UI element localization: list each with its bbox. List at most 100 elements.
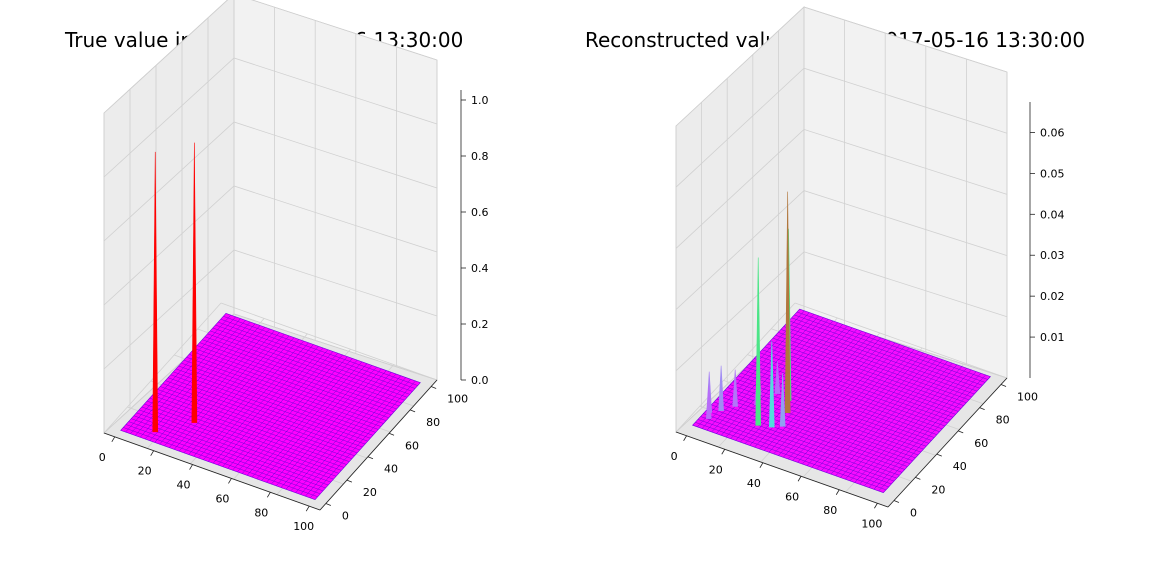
- x-tick: [874, 503, 878, 509]
- z-tick-label: 0.03: [1040, 249, 1065, 262]
- surface-mesh: [194, 348, 389, 418]
- surface-mesh: [199, 342, 395, 413]
- surface-mesh: [246, 358, 353, 476]
- surface-mesh: [778, 332, 970, 401]
- surface-mesh: [873, 373, 982, 490]
- surface-mesh: [222, 349, 329, 467]
- back-pane-right: [233, 0, 438, 381]
- y-tick: [893, 500, 900, 503]
- z-tick-label: 0.05: [1040, 167, 1065, 180]
- surface-mesh: [173, 371, 368, 442]
- surface-mesh: [215, 324, 410, 395]
- y-tick-label: 40: [384, 463, 398, 476]
- y-tick: [325, 503, 331, 506]
- y-tick-label: 80: [426, 416, 440, 429]
- x-tick-label: 20: [709, 463, 723, 476]
- surface-mesh: [806, 349, 915, 466]
- x-tick-label: 0: [99, 451, 106, 464]
- surface-mesh: [285, 372, 392, 490]
- surface-mesh: [204, 336, 400, 407]
- y-axis-line: [887, 377, 1008, 508]
- y-tick-label: 100: [1017, 390, 1038, 403]
- surface-peak: [191, 142, 198, 423]
- x-tick: [150, 450, 155, 456]
- x-tick: [111, 436, 116, 443]
- grid-line: [675, 302, 796, 433]
- surface-mesh: [811, 351, 920, 468]
- surface-mesh: [780, 329, 972, 398]
- surface-mesh: [290, 373, 397, 492]
- surface-mesh: [797, 346, 905, 463]
- surface-mesh: [772, 337, 964, 406]
- grid-line: [220, 302, 438, 381]
- y-tick-label: 20: [931, 483, 945, 496]
- surface-mesh: [835, 359, 943, 477]
- surface-peak: [755, 257, 762, 426]
- surface-mesh: [217, 321, 413, 392]
- y-tick: [979, 407, 985, 411]
- x-tick: [305, 505, 310, 512]
- x-axis-line: [675, 431, 889, 508]
- surface-mesh: [748, 364, 940, 432]
- surface-mesh: [788, 320, 980, 389]
- y-tick: [958, 430, 964, 434]
- y-tick-label: 100: [447, 393, 468, 406]
- z-tick-label: 0.02: [1040, 290, 1065, 303]
- z-tick-label: 0.2: [471, 318, 489, 331]
- surface-mesh: [191, 351, 387, 421]
- surface-mesh: [183, 359, 379, 430]
- y-tick: [346, 479, 353, 483]
- surface-mesh: [791, 317, 983, 386]
- surface-mesh: [181, 362, 376, 433]
- surface-mesh: [830, 357, 939, 475]
- y-tick: [1000, 384, 1007, 387]
- x-tick-label: 100: [861, 517, 882, 530]
- surface-mesh: [241, 356, 348, 474]
- surface-mesh: [271, 366, 377, 485]
- surface-mesh: [794, 314, 986, 383]
- x-tick: [228, 478, 232, 484]
- y-tick: [431, 386, 437, 389]
- surface-mesh: [849, 364, 958, 482]
- x-axis-line: [103, 432, 321, 511]
- surface-mesh: [825, 356, 934, 473]
- y-tick-label: 40: [953, 460, 967, 473]
- y-tick: [367, 456, 374, 460]
- z-tick-label: 0.6: [471, 206, 489, 219]
- x-tick-label: 40: [747, 477, 761, 490]
- grid-line: [103, 302, 222, 434]
- surface-mesh: [186, 356, 381, 427]
- z-tick-label: 0.04: [1040, 208, 1065, 221]
- surface-mesh: [775, 334, 967, 403]
- surface-peak: [732, 369, 739, 407]
- surface-mesh: [751, 361, 943, 430]
- surface-mesh: [310, 380, 416, 499]
- surface-mesh: [783, 326, 975, 395]
- surface-mesh: [796, 311, 988, 380]
- surface-mesh: [212, 327, 408, 398]
- x-tick-label: 60: [785, 490, 799, 503]
- x-tick: [797, 476, 802, 482]
- surface-mesh: [845, 362, 953, 480]
- surface-mesh: [305, 379, 411, 497]
- y-tick-label: 60: [405, 439, 419, 452]
- surface-peak: [705, 385, 712, 419]
- surface-mesh: [802, 347, 910, 465]
- surface-mesh: [767, 343, 959, 412]
- x-tick-label: 80: [823, 504, 837, 517]
- grid-line: [103, 0, 438, 114]
- y-tick-label: 0: [342, 510, 349, 523]
- surface-mesh: [821, 354, 929, 471]
- z-tick-label: 0.06: [1040, 126, 1065, 139]
- surface-peak: [784, 191, 791, 413]
- x-tick: [266, 492, 271, 498]
- grid-line: [675, 6, 1008, 127]
- z-tick-label: 0.01: [1040, 331, 1065, 344]
- surface-peak: [718, 365, 724, 411]
- surface-mesh: [868, 371, 977, 488]
- surface-mesh: [202, 339, 397, 410]
- x-tick: [759, 462, 764, 468]
- surface-mesh: [295, 375, 402, 493]
- surface-mesh: [275, 368, 382, 486]
- surface-peak: [769, 341, 775, 428]
